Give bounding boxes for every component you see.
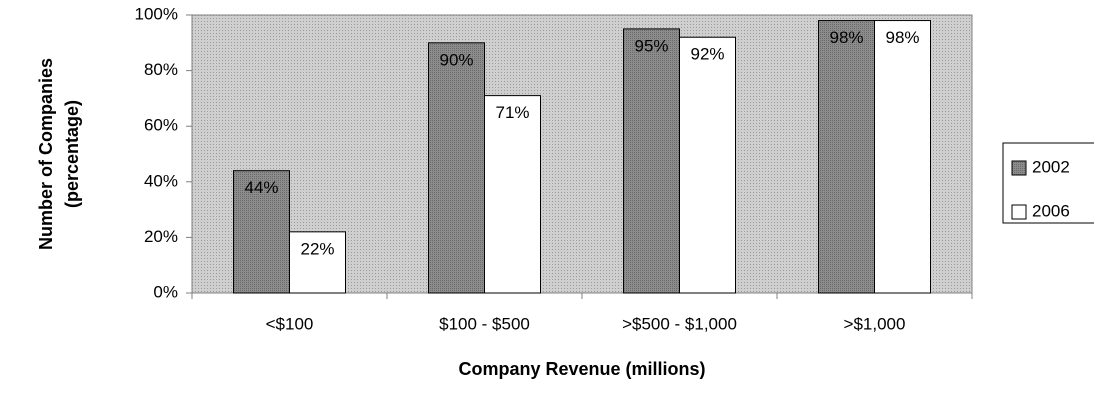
legend-swatch [1011,160,1027,176]
bar [623,28,680,294]
data-label: 90% [439,50,473,69]
bar [874,20,931,294]
bar [818,20,875,294]
data-label: 44% [244,178,278,197]
y-tick-label: 100% [135,4,178,23]
y-tick-label: 40% [144,171,178,190]
bar [484,95,541,294]
data-label: 22% [300,239,334,258]
y-tick-label: 0% [153,282,178,301]
x-tick-label: <$100 [266,314,314,333]
data-label: 95% [634,36,668,55]
data-label: 98% [829,28,863,47]
y-tick-label: 20% [144,227,178,246]
legend-label: 2002 [1032,157,1070,176]
y-axis-label: Number of Companies [36,58,56,250]
data-label: 98% [885,28,919,47]
x-tick-label: >$1,000 [844,314,906,333]
y-tick-label: 60% [144,116,178,135]
bar [289,231,346,294]
y-tick-label: 80% [144,60,178,79]
legend-swatch [1011,204,1027,220]
bar [428,42,485,294]
legend-label: 2006 [1032,201,1070,220]
y-axis-label: (percentage) [62,100,82,208]
x-axis-label: Company Revenue (millions) [458,359,705,379]
data-label: 92% [690,45,724,64]
data-label: 71% [495,103,529,122]
x-tick-label: $100 - $500 [439,314,530,333]
x-tick-label: >$500 - $1,000 [622,314,737,333]
bar [679,36,736,294]
